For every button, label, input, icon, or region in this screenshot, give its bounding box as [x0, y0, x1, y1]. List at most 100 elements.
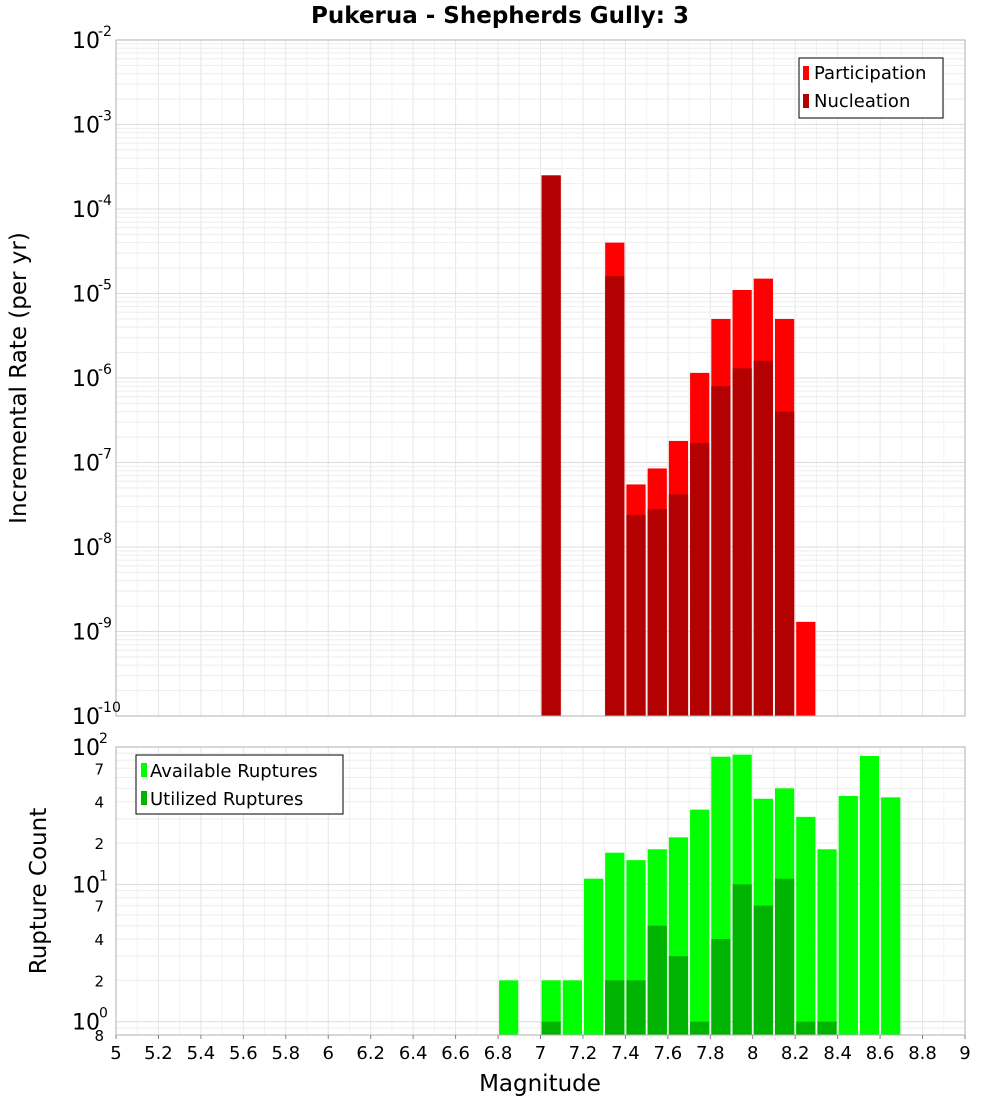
bottom-y-tick-label: 10 [72, 1011, 100, 1036]
legend-label-participation: Participation [814, 63, 926, 84]
top-y-tick-exponent: -2 [98, 24, 112, 40]
bar-available-ruptures [499, 980, 519, 1035]
top-y-tick-label: 10 [72, 621, 100, 646]
bar-nucleation [732, 368, 752, 716]
x-tick-label: 6.4 [399, 1043, 428, 1064]
x-tick-label: 5.6 [229, 1043, 258, 1064]
bottom-y-tick-exponent: 2 [99, 731, 108, 747]
top-y-tick-label: 10 [72, 198, 100, 223]
bar-nucleation [753, 360, 773, 716]
top-plot-border [115, 39, 966, 717]
bottom-legend-box [135, 754, 344, 815]
legend-label-nucleation: Nucleation [814, 91, 910, 112]
bar-available-ruptures [562, 980, 582, 1035]
bar-participation [796, 621, 816, 716]
bar-nucleation [626, 514, 646, 716]
bar-utilized-ruptures [605, 980, 625, 1035]
bar-utilized-ruptures [732, 884, 752, 1035]
x-tick-label: 5.8 [271, 1043, 300, 1064]
legend-swatch-utilized [141, 791, 147, 805]
x-tick-label: 8.8 [908, 1043, 937, 1064]
top-y-tick-exponent: -3 [98, 109, 112, 125]
top-y-tick-label: 10 [72, 114, 100, 139]
bar-available-ruptures [817, 849, 837, 1035]
top-y-tick-exponent: -9 [98, 616, 112, 632]
bar-utilized-ruptures [711, 939, 731, 1035]
bar-utilized-ruptures [774, 878, 795, 1035]
bar-available-ruptures [838, 795, 858, 1035]
x-tick-label: 5.4 [187, 1043, 216, 1064]
bar-available-ruptures [796, 816, 816, 1035]
x-tick-label: 6.6 [441, 1043, 470, 1064]
bottom-y-tick-label: 10 [72, 736, 100, 761]
bar-available-ruptures [583, 878, 604, 1035]
bottom-y-tick-minor-label: 2 [94, 972, 104, 990]
bottom-y-axis-label: Rupture Count [26, 808, 52, 974]
bar-nucleation [774, 411, 795, 716]
top-legend-box [798, 57, 944, 119]
bottom-bars [499, 754, 901, 1035]
x-tick-label: 7.8 [696, 1043, 725, 1064]
x-axis-label: Magnitude [479, 1071, 601, 1097]
top-y-tick-exponent: -10 [98, 700, 121, 716]
bar-nucleation [711, 386, 731, 716]
x-tick-label: 5.2 [144, 1043, 173, 1064]
bar-nucleation [690, 443, 710, 716]
x-tick-label: 7.6 [654, 1043, 683, 1064]
bottom-y-tick-minor-label: 4 [94, 794, 104, 812]
legend-swatch-available [141, 763, 147, 777]
bar-utilized-ruptures [690, 1021, 710, 1035]
x-tick-label: 7.4 [611, 1043, 640, 1064]
x-tick-label: 7 [535, 1043, 546, 1064]
top-legend: Participation Nucleation [798, 57, 944, 119]
top-y-tick-label: 10 [72, 367, 100, 392]
top-y-tick-exponent: -7 [98, 447, 112, 463]
bar-utilized-ruptures [796, 1021, 816, 1035]
top-bars [541, 175, 816, 717]
bar-nucleation [647, 509, 667, 716]
legend-label-utilized: Utilized Ruptures [150, 789, 303, 810]
bar-available-ruptures [690, 809, 710, 1035]
bottom-y-tick-label: 10 [72, 873, 100, 898]
incremental-rate-panel: 10-210-310-410-510-610-710-810-910-10 In… [6, 24, 966, 730]
top-y-tick-label: 10 [72, 452, 100, 477]
bar-available-ruptures [881, 797, 901, 1035]
bottom-y-tick-minor-label: 7 [94, 898, 104, 916]
x-tick-label: 6.8 [484, 1043, 513, 1064]
x-tick-label: 5 [110, 1043, 121, 1064]
chart-title: Pukerua - Shepherds Gully: 3 [311, 3, 689, 29]
x-tick-label: 8.6 [866, 1043, 895, 1064]
bottom-y-tick-minor-label: 4 [94, 931, 104, 949]
bar-utilized-ruptures [817, 1021, 837, 1035]
top-y-tick-label: 10 [72, 29, 100, 54]
x-tick-label: 8.2 [781, 1043, 810, 1064]
top-y-axis-label: Incremental Rate (per yr) [6, 232, 32, 524]
bottom-legend: Available Ruptures Utilized Ruptures [135, 754, 344, 815]
top-y-tick-label: 10 [72, 536, 100, 561]
bar-nucleation [605, 276, 625, 716]
top-y-tick-exponent: -8 [98, 531, 112, 547]
legend-label-available: Available Ruptures [150, 761, 318, 782]
x-tick-label: 9 [959, 1043, 970, 1064]
bar-utilized-ruptures [753, 905, 773, 1035]
top-grid [115, 40, 966, 717]
bar-utilized-ruptures [647, 925, 667, 1035]
bar-available-ruptures [859, 755, 880, 1035]
x-tick-label: 6.2 [356, 1043, 385, 1064]
top-y-tick-exponent: -4 [98, 193, 112, 209]
bottom-y-tick-exponent: 1 [99, 868, 108, 884]
bar-utilized-ruptures [668, 956, 689, 1035]
x-tick-label: 7.2 [569, 1043, 598, 1064]
top-y-ticks: 10-210-310-410-510-610-710-810-910-10 [72, 24, 121, 730]
bottom-y-tick-minor-label: 7 [94, 760, 104, 778]
x-tick-label: 6 [323, 1043, 334, 1064]
bar-utilized-ruptures [541, 1021, 561, 1035]
top-y-tick-exponent: -6 [98, 362, 112, 378]
bottom-y-tick-exponent: 0 [99, 1006, 108, 1022]
bottom-y-tick-minor-label: 2 [94, 835, 104, 853]
top-y-tick-label: 10 [72, 283, 100, 308]
bar-utilized-ruptures [626, 980, 646, 1035]
